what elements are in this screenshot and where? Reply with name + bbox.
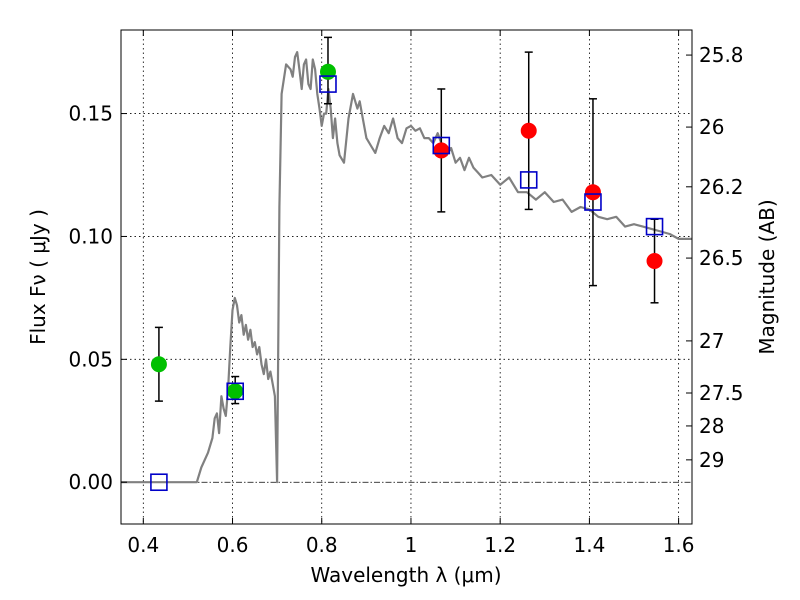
model-square-marker: [645, 217, 664, 236]
model-square-marker: [584, 193, 602, 211]
model-spectrum-layer: [121, 51, 692, 484]
x-tick-label: 0.4: [127, 533, 159, 557]
x-tick-label: 0.6: [217, 533, 249, 557]
x-tick-label: 1.4: [573, 533, 605, 557]
y2-tick-label: 26.5: [699, 246, 744, 270]
model-square-marker: [432, 136, 451, 155]
y2-tick-label: 26: [699, 115, 724, 139]
x-tick-label: 0.8: [306, 533, 338, 557]
y2-axis-label: Magnitude (AB): [755, 199, 779, 354]
x-axis-label: Wavelength λ (μm): [310, 563, 501, 587]
plot-frame: [120, 29, 693, 525]
model-square-marker: [519, 171, 538, 189]
model-spectrum-line: [121, 51, 692, 484]
y2-tick-label: 29: [699, 448, 724, 472]
model-square-marker: [226, 382, 244, 401]
y2-tick-label: 27: [699, 329, 724, 353]
green-data-point: [319, 63, 336, 80]
green-data-point: [150, 356, 167, 373]
red-data-point: [646, 253, 663, 270]
y-tick-label: 0.00: [68, 470, 113, 494]
y-tick-label: 0.15: [68, 102, 113, 126]
marker-layer: [150, 63, 664, 492]
green-data-point: [227, 383, 244, 400]
y2-tick-label: 27.5: [699, 381, 744, 405]
tick-layer: [121, 30, 692, 524]
red-data-point: [584, 184, 601, 201]
y-axis-label: Flux Fν ( μJy ): [26, 209, 50, 345]
x-tick-label: 1: [405, 533, 418, 557]
x-tick-label: 1.6: [663, 533, 695, 557]
y-tick-label: 0.10: [68, 224, 113, 248]
red-data-point: [433, 142, 450, 159]
tick-label-layer: 0.4 0.6 0.8 1 1.2 1.4 1.6 0.00 0.05 0.10 0.15 25.8 2…: [68, 43, 743, 557]
y2-tick-label: 26.2: [699, 175, 744, 199]
y2-tick-label: 28: [699, 414, 724, 438]
model-square-marker: [150, 473, 168, 492]
x-tick-label: 1.2: [484, 533, 516, 557]
grid: [121, 30, 692, 524]
model-square-marker: [319, 75, 337, 93]
y-tick-label: 0.05: [68, 347, 113, 371]
y2-tick-label: 25.8: [699, 43, 744, 67]
red-data-point: [520, 122, 537, 139]
